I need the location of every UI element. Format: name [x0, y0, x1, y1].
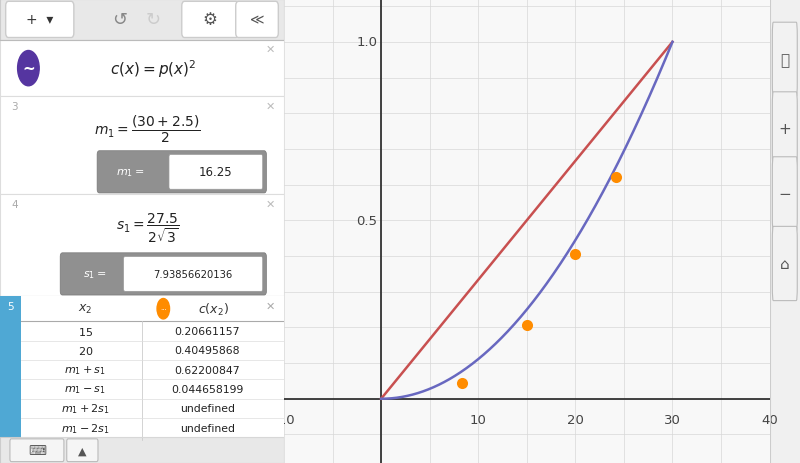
Text: 0.20661157: 0.20661157 — [174, 326, 240, 337]
Bar — [22, 322, 284, 341]
Text: 16.25: 16.25 — [199, 166, 233, 179]
Text: $m_1 + 2s_1$: $m_1 + 2s_1$ — [61, 402, 110, 415]
Text: ✕: ✕ — [265, 44, 274, 54]
Text: 1.0: 1.0 — [356, 36, 378, 49]
Text: $15$: $15$ — [78, 325, 93, 338]
Circle shape — [157, 299, 170, 319]
Text: 🔧: 🔧 — [780, 53, 790, 68]
Text: $c(x_2)$: $c(x_2)$ — [198, 301, 229, 317]
Text: $20$: $20$ — [78, 345, 93, 357]
Text: 0.40495868: 0.40495868 — [174, 346, 240, 356]
Text: 7.93856620136: 7.93856620136 — [154, 269, 233, 279]
Text: $s_1 = \dfrac{27.5}{2\sqrt{3}}$: $s_1 = \dfrac{27.5}{2\sqrt{3}}$ — [116, 212, 179, 244]
Text: 5: 5 — [7, 301, 14, 311]
Bar — [0, 194, 284, 296]
Text: ···: ··· — [160, 306, 166, 312]
Text: 0.5: 0.5 — [356, 214, 378, 227]
FancyBboxPatch shape — [772, 227, 798, 301]
Text: $s_1 =$: $s_1 =$ — [83, 269, 107, 280]
Text: ✕: ✕ — [265, 301, 274, 311]
FancyBboxPatch shape — [10, 439, 64, 462]
FancyBboxPatch shape — [66, 439, 98, 462]
Bar — [0, 296, 284, 463]
Text: -10: -10 — [273, 413, 295, 426]
Bar — [22, 341, 284, 360]
Text: 0.044658199: 0.044658199 — [171, 384, 243, 394]
Text: ≪: ≪ — [250, 13, 264, 27]
Bar — [0, 41, 284, 97]
Text: ↻: ↻ — [146, 12, 161, 29]
FancyBboxPatch shape — [772, 93, 798, 167]
Text: ✕: ✕ — [265, 102, 274, 112]
Text: 20: 20 — [567, 413, 584, 426]
FancyBboxPatch shape — [60, 253, 266, 295]
FancyBboxPatch shape — [182, 2, 238, 38]
Text: $x_2$: $x_2$ — [78, 302, 92, 316]
Text: $m_1 + s_1$: $m_1 + s_1$ — [64, 363, 106, 376]
Text: −: − — [778, 187, 791, 202]
Circle shape — [18, 51, 39, 87]
Text: ▲: ▲ — [78, 445, 86, 455]
Text: $m_1 - 2s_1$: $m_1 - 2s_1$ — [61, 421, 110, 435]
Text: +  ▾: + ▾ — [26, 13, 54, 27]
Text: $m_1 - s_1$: $m_1 - s_1$ — [64, 383, 106, 395]
FancyBboxPatch shape — [6, 2, 74, 38]
Bar — [0, 97, 284, 194]
Text: ~: ~ — [22, 62, 34, 76]
Text: ✕: ✕ — [265, 199, 274, 209]
Bar — [22, 296, 284, 322]
Text: undefined: undefined — [180, 423, 235, 433]
Text: 3: 3 — [11, 102, 18, 112]
Text: $c(x)=p(x)^2$: $c(x)=p(x)^2$ — [110, 58, 197, 80]
Bar — [22, 418, 284, 438]
Bar — [22, 360, 284, 380]
Bar — [22, 380, 284, 399]
Text: 40: 40 — [762, 413, 778, 426]
Bar — [0, 0, 284, 41]
Text: +: + — [778, 122, 791, 137]
Text: ⌂: ⌂ — [780, 257, 790, 271]
Text: ↺: ↺ — [112, 12, 127, 29]
FancyBboxPatch shape — [772, 23, 798, 97]
FancyBboxPatch shape — [169, 155, 262, 190]
Text: 30: 30 — [664, 413, 681, 426]
Text: undefined: undefined — [180, 404, 235, 413]
Text: 0.62200847: 0.62200847 — [174, 365, 240, 375]
Bar — [0, 438, 284, 463]
Bar — [22, 399, 284, 418]
Text: $m_1 =$: $m_1 =$ — [117, 167, 145, 178]
Text: ⌨: ⌨ — [28, 444, 46, 457]
Text: 4: 4 — [11, 199, 18, 209]
Text: 10: 10 — [470, 413, 486, 426]
FancyBboxPatch shape — [123, 257, 262, 292]
Bar — [0, 296, 22, 463]
FancyBboxPatch shape — [772, 157, 798, 232]
FancyBboxPatch shape — [236, 2, 278, 38]
FancyBboxPatch shape — [97, 151, 266, 194]
Text: ⚙: ⚙ — [202, 12, 218, 29]
Text: $m_1 = \dfrac{(30 + 2.5)}{2}$: $m_1 = \dfrac{(30 + 2.5)}{2}$ — [94, 114, 201, 145]
